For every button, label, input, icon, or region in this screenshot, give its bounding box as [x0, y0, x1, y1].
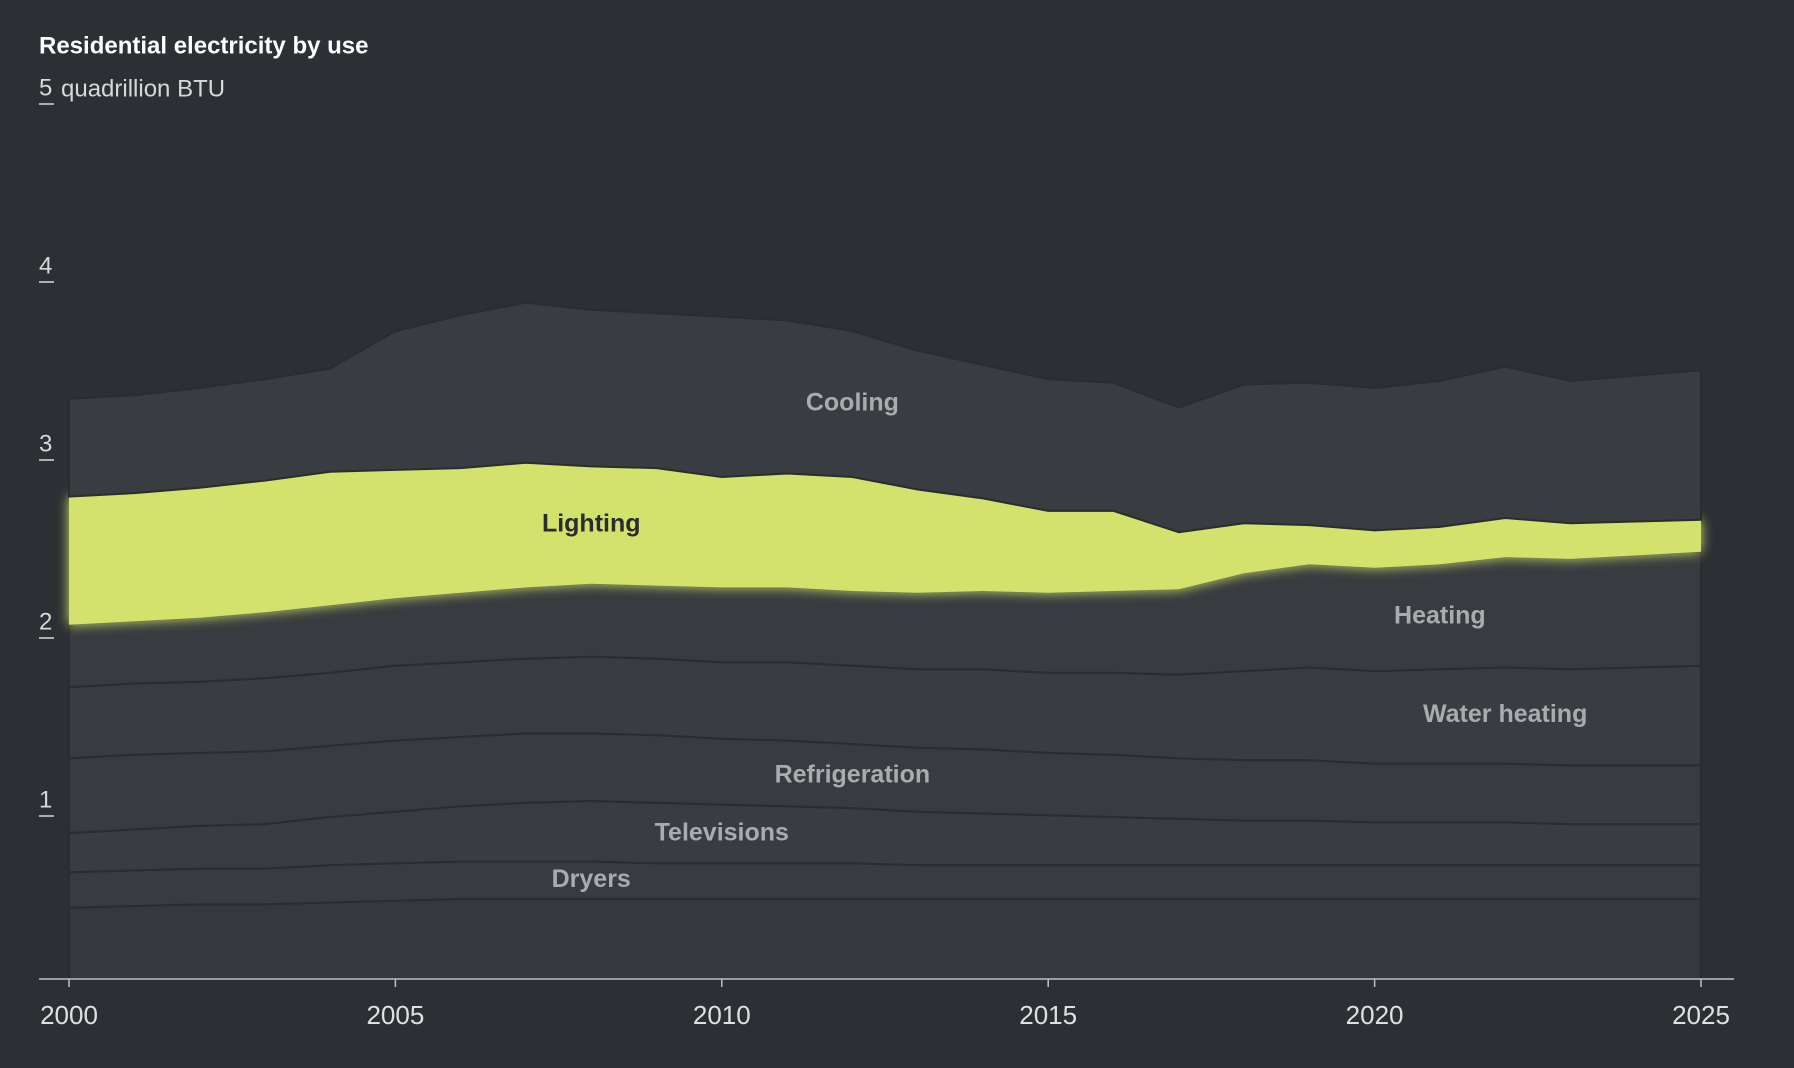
series-label: Dryers — [552, 865, 631, 893]
y-tick-label: 3 — [39, 430, 52, 457]
x-tick-label: 2010 — [693, 1000, 751, 1030]
series-label: Cooling — [806, 389, 899, 417]
area — [68, 301, 1702, 534]
y-tick-label: 2 — [39, 608, 52, 635]
x-tick-label: 2000 — [40, 1000, 98, 1030]
y-tick-label: 4 — [39, 252, 52, 279]
x-tick-label: 2005 — [366, 1000, 424, 1030]
series-label: Heating — [1394, 601, 1486, 629]
x-tick-label: 2020 — [1346, 1000, 1404, 1030]
area — [69, 462, 1701, 625]
y-tick-label: 5 — [39, 74, 52, 101]
y-tick-label: 1 — [39, 786, 52, 813]
series-label: Televisions — [655, 819, 789, 847]
areas — [68, 301, 1702, 980]
series-label: Refrigeration — [775, 761, 931, 789]
chart-subtitle: quadrillion BTU — [61, 75, 225, 102]
area — [68, 550, 1702, 689]
series-label: Water heating — [1423, 700, 1587, 728]
chart-title: Residential electricity by use — [39, 32, 368, 59]
x-tick-label: 2015 — [1019, 1000, 1077, 1030]
area — [68, 897, 1702, 980]
x-tick-label: 2025 — [1672, 1000, 1730, 1030]
series-label: Lighting — [542, 510, 641, 538]
